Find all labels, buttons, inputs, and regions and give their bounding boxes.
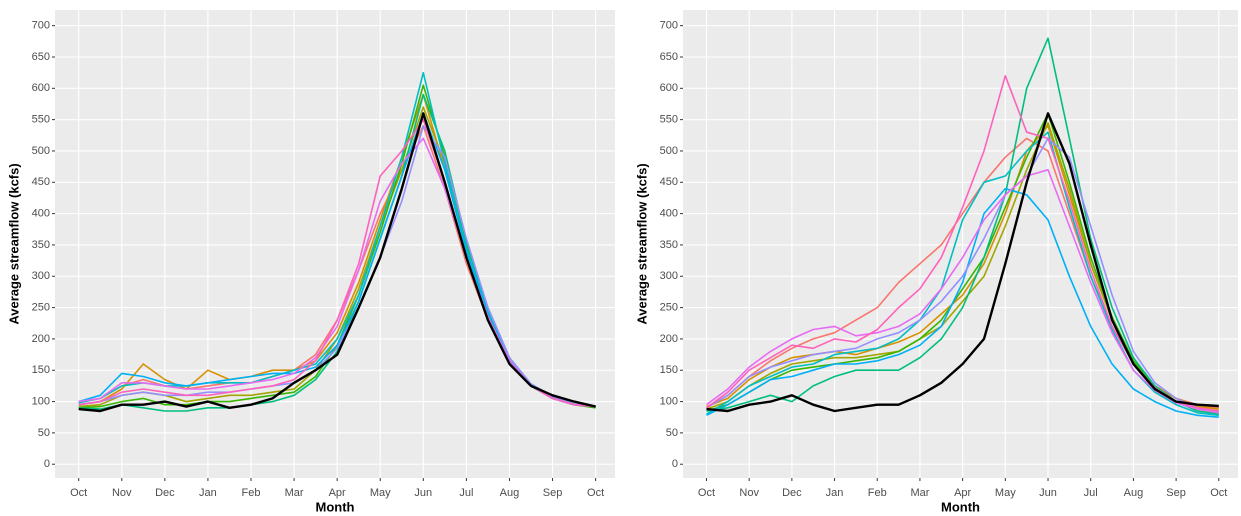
x-tick-label: Jan bbox=[826, 487, 844, 499]
x-tick-label: Nov bbox=[739, 487, 759, 499]
y-tick-label: 400 bbox=[32, 208, 50, 220]
x-tick-label: Oct bbox=[587, 487, 604, 499]
x-tick-label: Nov bbox=[112, 487, 132, 499]
x-axis-title: Month bbox=[316, 499, 355, 514]
x-tick-label: Oct bbox=[1210, 487, 1227, 499]
series-line bbox=[706, 137, 1219, 412]
x-tick-label: Sep bbox=[1166, 487, 1186, 499]
series-line bbox=[706, 112, 1219, 413]
y-tick-label: 150 bbox=[660, 364, 678, 376]
y-tick-label: 100 bbox=[32, 395, 50, 407]
x-tick-label: Dec bbox=[782, 487, 802, 499]
x-tick-label: Jul bbox=[459, 487, 473, 499]
y-tick-label: 500 bbox=[660, 145, 678, 157]
y-tick-label: 300 bbox=[32, 270, 50, 282]
x-tick-label: Aug bbox=[1124, 487, 1144, 499]
y-tick-label: 150 bbox=[32, 364, 50, 376]
x-tick-label: Dec bbox=[155, 487, 175, 499]
y-tick-label: 350 bbox=[32, 239, 50, 251]
y-tick-label: 50 bbox=[38, 427, 50, 439]
series-line bbox=[706, 187, 1219, 418]
y-tick-label: 650 bbox=[660, 51, 678, 63]
x-tick-label: Apr bbox=[954, 487, 971, 499]
plot-background bbox=[683, 10, 1238, 478]
x-tick-label: Jan bbox=[199, 487, 217, 499]
series-line bbox=[78, 137, 596, 408]
y-tick-label: 250 bbox=[660, 301, 678, 313]
y-tick-label: 350 bbox=[660, 239, 678, 251]
y-tick-label: 300 bbox=[660, 270, 678, 282]
y-axis-title: Average streamflow (kcfs) bbox=[634, 163, 649, 324]
x-tick-label: Jun bbox=[414, 487, 432, 499]
y-tick-label: 0 bbox=[44, 458, 50, 470]
x-tick-label: Mar bbox=[285, 487, 304, 499]
x-tick-label: Sep bbox=[543, 487, 563, 499]
y-tick-label: 200 bbox=[32, 333, 50, 345]
x-tick-label: Jul bbox=[1084, 487, 1098, 499]
x-axis-title: Month bbox=[941, 499, 980, 514]
y-tick-label: 250 bbox=[32, 301, 50, 313]
x-tick-label: Jun bbox=[1039, 487, 1057, 499]
y-tick-label: 600 bbox=[32, 82, 50, 94]
y-tick-label: 200 bbox=[660, 333, 678, 345]
y-axis-title: Average streamflow (kcfs) bbox=[6, 163, 21, 324]
y-tick-label: 550 bbox=[660, 114, 678, 126]
x-tick-label: Feb bbox=[868, 487, 887, 499]
x-tick-label: Oct bbox=[698, 487, 715, 499]
series-line bbox=[706, 112, 1219, 414]
y-tick-label: 450 bbox=[32, 176, 50, 188]
y-tick-label: 700 bbox=[32, 20, 50, 32]
x-tick-label: May bbox=[370, 487, 391, 499]
y-tick-label: 700 bbox=[660, 20, 678, 32]
y-tick-label: 450 bbox=[660, 176, 678, 188]
y-tick-label: 400 bbox=[660, 208, 678, 220]
y-tick-label: 550 bbox=[32, 114, 50, 126]
y-tick-label: 600 bbox=[660, 82, 678, 94]
x-tick-label: May bbox=[995, 487, 1016, 499]
series-line bbox=[706, 37, 1219, 415]
y-tick-label: 0 bbox=[672, 458, 678, 470]
x-tick-label: Oct bbox=[70, 487, 87, 499]
series-line bbox=[78, 125, 596, 408]
x-tick-label: Aug bbox=[500, 487, 520, 499]
y-tick-label: 650 bbox=[32, 51, 50, 63]
x-tick-label: Feb bbox=[242, 487, 261, 499]
series-line bbox=[78, 112, 596, 413]
y-tick-label: 500 bbox=[32, 145, 50, 157]
x-tick-label: Mar bbox=[910, 487, 929, 499]
x-tick-label: Apr bbox=[329, 487, 346, 499]
series-line bbox=[706, 169, 1219, 414]
y-tick-label: 50 bbox=[666, 427, 678, 439]
y-tick-label: 100 bbox=[660, 395, 678, 407]
